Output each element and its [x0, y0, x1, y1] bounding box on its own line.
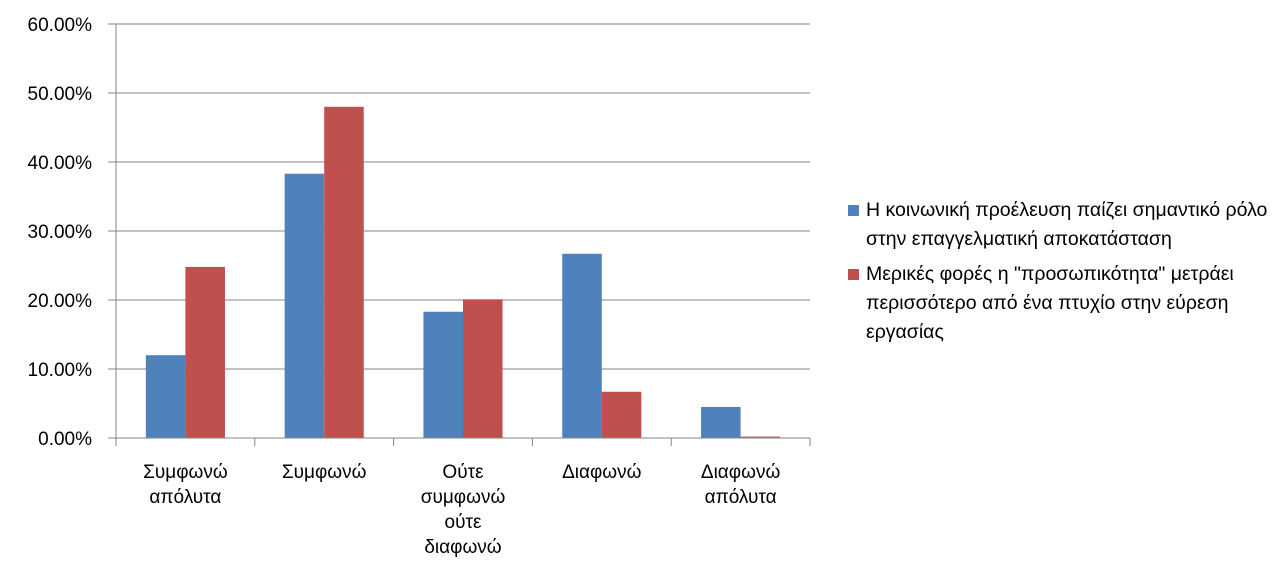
legend: Η κοινωνική προέλευση παίζει σημαντικό ρ…	[848, 196, 1268, 353]
x-tick-label: Διαφωνώ απόλυτα	[701, 462, 781, 508]
legend-swatch	[848, 205, 859, 216]
bar	[185, 266, 225, 438]
y-tick-label: 0.00%	[38, 429, 92, 450]
legend-swatch	[848, 269, 859, 280]
bar	[324, 106, 364, 439]
bar	[463, 299, 503, 438]
bar	[423, 311, 463, 438]
x-tick-label: Συμφωνώ απόλυτα	[143, 462, 228, 508]
y-tick-label: 30.00%	[28, 222, 93, 243]
y-tick-label: 40.00%	[28, 153, 93, 174]
legend-entry: Μερικές φορές η "προσωπικότητα" μετράει …	[848, 260, 1268, 347]
y-tick-label: 50.00%	[28, 84, 93, 105]
bar	[701, 406, 741, 438]
bar	[601, 391, 642, 438]
x-tick-label: Διαφωνώ	[562, 462, 642, 483]
legend-label: Μερικές φορές η "προσωπικότητα" μετράει …	[866, 263, 1234, 343]
y-tick-label: 10.00%	[28, 360, 93, 381]
y-tick-label: 20.00%	[28, 291, 93, 312]
legend-entry: Η κοινωνική προέλευση παίζει σημαντικό ρ…	[848, 196, 1268, 254]
y-tick-label: 60.00%	[28, 15, 93, 36]
bar	[740, 436, 781, 438]
bar	[562, 253, 602, 438]
x-tick-label: Ούτε συμφωνώ ούτε διαφωνώ	[421, 462, 506, 558]
bar	[145, 355, 186, 438]
x-tick-label: Συμφωνώ	[282, 462, 367, 483]
legend-label: Η κοινωνική προέλευση παίζει σημαντικό ρ…	[866, 199, 1268, 250]
bar	[284, 173, 325, 439]
